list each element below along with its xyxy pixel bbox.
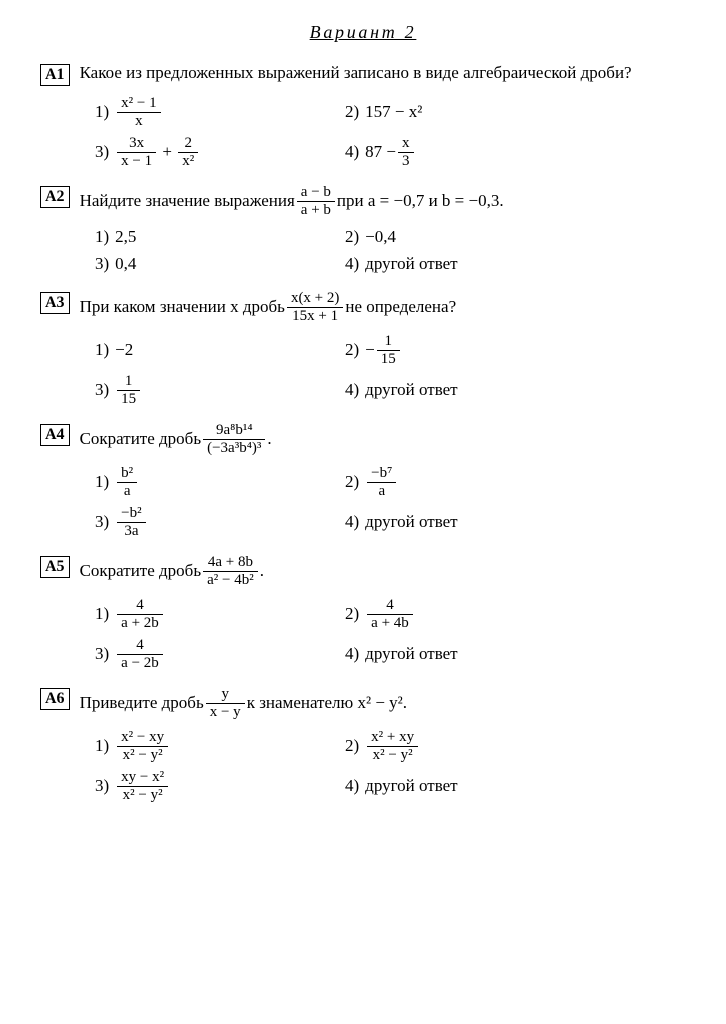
question-a4: A4 Сократите дробь 9a⁸b¹⁴ (−3a³b⁴)³ . 1)… xyxy=(40,422,686,540)
option-number: 2) xyxy=(345,101,359,124)
option-number: 2) xyxy=(345,735,359,758)
fraction: x² − xy x² − y² xyxy=(117,729,168,763)
option-number: 4) xyxy=(345,643,359,666)
fraction: 1 15 xyxy=(377,333,400,367)
option-number: 1) xyxy=(95,735,109,758)
question-label: A6 xyxy=(40,688,70,710)
option-number: 3) xyxy=(95,253,109,276)
fraction: 1 15 xyxy=(117,373,140,407)
option-text: 2,5 xyxy=(115,226,136,249)
question-a2: A2 Найдите значение выражения a − b a + … xyxy=(40,184,686,276)
option-number: 2) xyxy=(345,471,359,494)
option-number: 3) xyxy=(95,141,109,164)
question-text: Сократите дробь 4a + 8b a² − 4b² . xyxy=(80,554,686,588)
option-number: 4) xyxy=(345,775,359,798)
fraction: 4 a + 4b xyxy=(367,597,413,631)
option-number: 2) xyxy=(345,226,359,249)
question-label: A2 xyxy=(40,186,70,208)
option-number: 3) xyxy=(95,775,109,798)
page-title: Вариант 2 xyxy=(40,20,686,44)
option-text: − xyxy=(365,339,375,362)
question-a5: A5 Сократите дробь 4a + 8b a² − 4b² . 1)… xyxy=(40,554,686,672)
option-number: 4) xyxy=(345,511,359,534)
fraction: y x − y xyxy=(206,686,245,720)
option-number: 1) xyxy=(95,101,109,124)
question-label: A4 xyxy=(40,424,70,446)
question-a1: A1 Какое из предложенных выражений запис… xyxy=(40,62,686,170)
option-text: другой ответ xyxy=(365,253,457,276)
question-text: Сократите дробь 9a⁸b¹⁴ (−3a³b⁴)³ . xyxy=(80,422,686,456)
fraction: 4 a − 2b xyxy=(117,637,163,671)
question-text: Найдите значение выражения a − b a + b п… xyxy=(80,184,686,218)
option-text: другой ответ xyxy=(365,775,457,798)
option-number: 4) xyxy=(345,141,359,164)
option-number: 3) xyxy=(95,643,109,666)
option-text: 0,4 xyxy=(115,253,136,276)
fraction: x 3 xyxy=(398,135,414,169)
option-number: 3) xyxy=(95,379,109,402)
question-text: Приведите дробь y x − y к знаменателю x²… xyxy=(80,686,686,720)
option-text: другой ответ xyxy=(365,643,457,666)
fraction: xy − x² x² − y² xyxy=(117,769,168,803)
option-number: 3) xyxy=(95,511,109,534)
fraction: 4 a + 2b xyxy=(117,597,163,631)
option-text: другой ответ xyxy=(365,379,457,402)
fraction: 3x x − 1 xyxy=(117,135,156,169)
question-a3: A3 При каком значении x дробь x(x + 2) 1… xyxy=(40,290,686,408)
option-number: 1) xyxy=(95,471,109,494)
fraction: a − b a + b xyxy=(297,184,335,218)
fraction: x² + xy x² − y² xyxy=(367,729,418,763)
option-text: 157 − x² xyxy=(365,101,422,124)
fraction: b² a xyxy=(117,465,137,499)
fraction: −b⁷ a xyxy=(367,465,396,499)
question-label: A1 xyxy=(40,64,70,86)
option-number: 1) xyxy=(95,339,109,362)
option-text: −0,4 xyxy=(365,226,396,249)
option-text: −2 xyxy=(115,339,133,362)
option-number: 1) xyxy=(95,603,109,626)
option-number: 2) xyxy=(345,603,359,626)
option-text: другой ответ xyxy=(365,511,457,534)
question-label: A3 xyxy=(40,292,70,314)
question-a6: A6 Приведите дробь y x − y к знаменателю… xyxy=(40,686,686,804)
fraction: x(x + 2) 15x + 1 xyxy=(287,290,343,324)
fraction: 2 x² xyxy=(178,135,198,169)
question-text: При каком значении x дробь x(x + 2) 15x … xyxy=(80,290,686,324)
question-text: Какое из предложенных выражений записано… xyxy=(80,62,686,85)
fraction: 9a⁸b¹⁴ (−3a³b⁴)³ xyxy=(203,422,265,456)
fraction: −b² 3a xyxy=(117,505,145,539)
fraction: 4a + 8b a² − 4b² xyxy=(203,554,258,588)
option-number: 4) xyxy=(345,379,359,402)
option-number: 4) xyxy=(345,253,359,276)
option-text: 87 − xyxy=(365,141,396,164)
option-number: 2) xyxy=(345,339,359,362)
question-label: A5 xyxy=(40,556,70,578)
fraction: x² − 1 x xyxy=(117,95,160,129)
option-number: 1) xyxy=(95,226,109,249)
